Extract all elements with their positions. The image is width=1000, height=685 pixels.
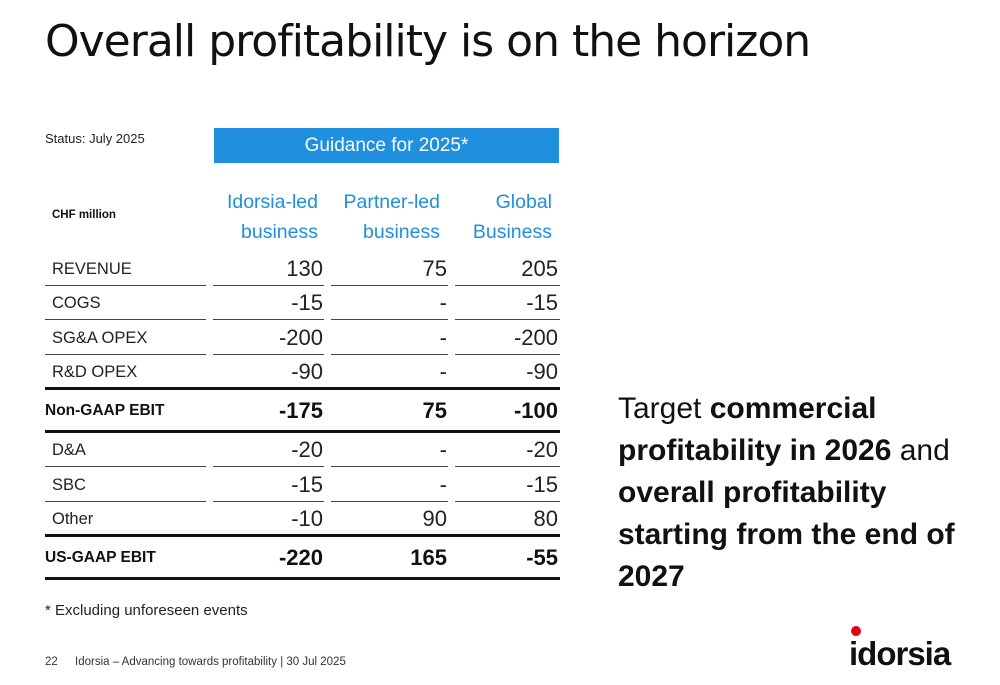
table-row-sbc: SBC -15 - -15 xyxy=(45,468,560,502)
text-emphasis: overall profitability starting from the … xyxy=(618,476,955,593)
table-row-us-gaap-ebit: US-GAAP EBIT -220 165 -55 xyxy=(45,541,560,575)
row-divider xyxy=(45,466,206,467)
profitability-target-text: Target commercial profitability in 2026 … xyxy=(618,388,958,598)
cell-idorsia-led: 130 xyxy=(286,256,323,281)
guidance-header: Guidance for 2025* xyxy=(214,128,559,163)
row-divider xyxy=(45,501,206,502)
cell-global: -15 xyxy=(526,290,558,315)
cell-global: 80 xyxy=(533,506,558,531)
cell-idorsia-led: -15 xyxy=(291,290,323,315)
cell-partner-led: - xyxy=(439,359,447,384)
cell-idorsia-led: -10 xyxy=(291,506,323,531)
unit-label: CHF million xyxy=(52,209,116,221)
row-label: SG&A OPEX xyxy=(52,329,148,347)
row-divider xyxy=(213,466,324,467)
row-label: SBC xyxy=(52,476,86,494)
table-row-sga-opex: SG&A OPEX -200 - -200 xyxy=(45,321,560,355)
cell-partner-led: 90 xyxy=(422,506,447,531)
row-divider xyxy=(455,501,560,502)
row-divider xyxy=(213,285,324,286)
row-divider xyxy=(455,354,560,355)
row-label: US-GAAP EBIT xyxy=(45,549,156,566)
section-divider xyxy=(45,387,560,390)
row-divider xyxy=(331,501,448,502)
cell-idorsia-led: -15 xyxy=(291,472,323,497)
cell-partner-led: 75 xyxy=(422,256,447,281)
cell-global: -200 xyxy=(513,325,558,350)
cell-global: -15 xyxy=(526,472,558,497)
row-divider xyxy=(213,354,324,355)
column-header-line: Business xyxy=(472,221,552,243)
row-divider xyxy=(455,285,560,286)
column-header-global: Global Business xyxy=(473,187,552,247)
column-header-partner-led: Partner-led business xyxy=(344,187,440,247)
cell-global: -100 xyxy=(513,398,558,423)
cell-idorsia-led: -200 xyxy=(278,325,323,350)
section-divider xyxy=(45,577,560,580)
table-row-revenue: REVENUE 130 75 205 xyxy=(45,252,560,286)
column-header-line: business xyxy=(241,221,318,243)
row-label: Other xyxy=(52,510,94,528)
cell-idorsia-led: -175 xyxy=(278,398,323,423)
text-plain: and xyxy=(891,434,950,467)
cell-global: -90 xyxy=(526,359,558,384)
row-divider xyxy=(45,354,206,355)
cell-partner-led: - xyxy=(439,325,447,350)
footnote: * Excluding unforeseen events xyxy=(45,602,248,619)
section-divider xyxy=(45,430,560,433)
column-header-line: business xyxy=(363,221,440,243)
idorsia-logo: idorsia xyxy=(850,626,953,671)
row-divider xyxy=(331,319,448,320)
row-label: R&D OPEX xyxy=(52,363,138,381)
cell-partner-led: - xyxy=(439,437,447,462)
row-divider xyxy=(213,319,324,320)
text-plain: Target xyxy=(618,392,710,425)
logo-wordmark: idorsia xyxy=(850,635,952,671)
cell-idorsia-led: -20 xyxy=(291,437,323,462)
text-emphasis: commercial profitability in 2026 xyxy=(618,392,892,467)
column-header-line: Global xyxy=(495,191,552,213)
row-divider xyxy=(455,466,560,467)
page-number: 22 xyxy=(45,656,58,668)
table-row-da: D&A -20 - -20 xyxy=(45,433,560,467)
table-row-non-gaap-ebit: Non-GAAP EBIT -175 75 -100 xyxy=(45,394,560,428)
row-label: COGS xyxy=(52,294,101,312)
cell-global: -20 xyxy=(526,437,558,462)
row-divider xyxy=(45,319,206,320)
cell-global: -55 xyxy=(526,545,558,570)
row-divider xyxy=(455,319,560,320)
row-divider xyxy=(45,285,206,286)
section-divider xyxy=(45,534,560,537)
cell-global: 205 xyxy=(521,256,558,281)
column-header-line: Partner-led xyxy=(343,191,440,213)
cell-partner-led: - xyxy=(439,290,447,315)
column-header-line: Idorsia-led xyxy=(226,191,318,213)
cell-partner-led: 75 xyxy=(422,398,447,423)
table-row-other: Other -10 90 80 xyxy=(45,502,560,536)
row-divider xyxy=(213,501,324,502)
table-row-rd-opex: R&D OPEX -90 - -90 xyxy=(45,355,560,389)
table-row-cogs: COGS -15 - -15 xyxy=(45,286,560,320)
logo-dot-icon xyxy=(851,626,861,636)
column-header-idorsia-led: Idorsia-led business xyxy=(227,187,318,247)
row-divider xyxy=(331,466,448,467)
row-label: Non-GAAP EBIT xyxy=(45,402,165,419)
cell-partner-led: 165 xyxy=(410,545,447,570)
row-divider xyxy=(331,285,448,286)
row-label: REVENUE xyxy=(52,260,132,278)
footer-text: Idorsia – Advancing towards profitabilit… xyxy=(75,656,346,668)
cell-idorsia-led: -220 xyxy=(278,545,323,570)
row-label: D&A xyxy=(52,441,86,459)
row-divider xyxy=(331,354,448,355)
cell-partner-led: - xyxy=(439,472,447,497)
slide-footer: 22 Idorsia – Advancing towards profitabil… xyxy=(45,656,346,668)
cell-idorsia-led: -90 xyxy=(291,359,323,384)
status-label: Status: July 2025 xyxy=(45,131,145,146)
page-title: Overall profitability is on the horizon xyxy=(45,16,811,67)
